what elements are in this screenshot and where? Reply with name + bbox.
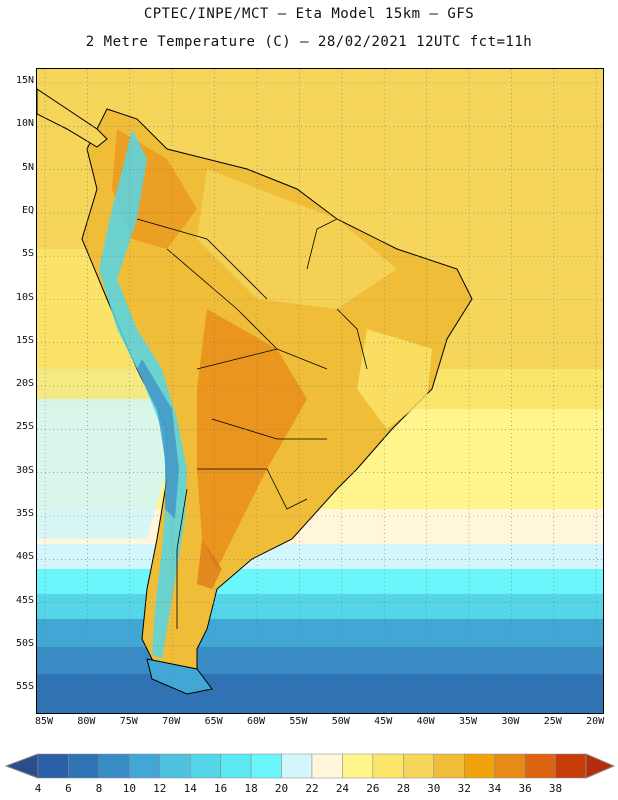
lat-label: 25S bbox=[15, 421, 34, 433]
colorbar-tick-label: 18 bbox=[244, 782, 258, 795]
lat-label: 5S bbox=[21, 248, 34, 260]
colorbar bbox=[4, 753, 616, 779]
lon-label: 45W bbox=[374, 716, 393, 727]
colorbar-tick-label: 8 bbox=[95, 782, 103, 795]
band-cold-3 bbox=[37, 619, 603, 649]
colorbar-swatch bbox=[463, 753, 495, 779]
colorbar-tick-label: 28 bbox=[396, 782, 410, 795]
colorbar-tick-label: 16 bbox=[214, 782, 228, 795]
colorbar-swatch bbox=[494, 753, 526, 779]
colorbar-tick-label: 34 bbox=[488, 782, 502, 795]
lat-label: 10S bbox=[15, 291, 34, 303]
colorbar-tick-label: 12 bbox=[153, 782, 167, 795]
country-borders bbox=[136, 218, 368, 629]
amazon-mild bbox=[197, 169, 397, 309]
lat-label: 35S bbox=[15, 508, 34, 519]
colorbar-tick-label: 20 bbox=[274, 782, 289, 795]
lat-label: 15N bbox=[15, 75, 34, 86]
colorbar-tick-label: 4 bbox=[34, 782, 42, 795]
colorbar-swatch bbox=[311, 753, 343, 779]
lat-label: 45S bbox=[15, 594, 34, 606]
lat-label: 40S bbox=[15, 551, 34, 563]
lon-label: 80W bbox=[77, 716, 96, 727]
header-line-1: CPTEC/INPE/MCT – Eta Model 15km – GFS bbox=[143, 6, 475, 22]
lon-label: 25W bbox=[543, 716, 562, 727]
lon-label: 85W bbox=[34, 716, 54, 727]
lon-label: 55W bbox=[289, 716, 308, 727]
colorbar-swatch bbox=[98, 753, 130, 779]
colorbar-swatch bbox=[281, 753, 313, 779]
colorbar-swatch bbox=[524, 753, 556, 779]
lat-lon-grid bbox=[37, 69, 603, 713]
colorbar-tick-label: 24 bbox=[335, 782, 350, 795]
colorbar-tick-label: 22 bbox=[305, 782, 319, 795]
colorbar-tick-label: 26 bbox=[366, 782, 380, 795]
lon-label: 60W bbox=[246, 716, 266, 727]
colorbar-under-arrow bbox=[4, 753, 39, 779]
colorbar-over-arrow bbox=[585, 753, 616, 779]
lat-label: 30S bbox=[15, 464, 34, 476]
colorbar-tick-label: 10 bbox=[122, 782, 136, 795]
band-cold-4 bbox=[37, 647, 603, 677]
colorbar-tick-label: 30 bbox=[427, 782, 441, 795]
lon-label: 30W bbox=[501, 716, 520, 727]
lon-label: 50W bbox=[331, 716, 350, 727]
andes-cool bbox=[99, 129, 187, 659]
colorbar-swatch bbox=[68, 753, 100, 779]
header-line-2: 2 Metre Temperature (C) – 28/02/2021 12U… bbox=[85, 34, 533, 50]
colorbar-swatch bbox=[250, 753, 282, 779]
colorbar-tick-label: 32 bbox=[457, 782, 471, 795]
interior-hot bbox=[197, 309, 307, 569]
colorbar-swatch bbox=[342, 753, 374, 779]
colorbar-swatch bbox=[129, 753, 161, 779]
temperature-map bbox=[37, 69, 603, 713]
colorbar-tick-label: 14 bbox=[183, 782, 197, 795]
central-america bbox=[37, 88, 108, 148]
lon-label: 20W bbox=[586, 716, 605, 727]
colorbar-swatch bbox=[555, 753, 587, 779]
lon-label: 70W bbox=[162, 716, 181, 727]
tierra-del-fuego bbox=[146, 658, 213, 695]
lat-label: EQ bbox=[21, 204, 34, 216]
lat-label: 10N bbox=[15, 118, 34, 130]
lon-label: 65W bbox=[204, 716, 223, 727]
lat-label: 55S bbox=[15, 681, 34, 693]
colorbar-swatch bbox=[159, 753, 191, 779]
lon-label: 40W bbox=[416, 716, 435, 727]
east-coast-mild bbox=[357, 329, 432, 429]
lon-label: 75W bbox=[119, 716, 138, 727]
lon-label: 35W bbox=[458, 716, 478, 727]
lat-label: 15S bbox=[15, 334, 34, 346]
pacific-cool-tongue bbox=[37, 369, 167, 539]
lat-label: 50S bbox=[15, 637, 34, 649]
colorbar-tick-label: 36 bbox=[518, 782, 532, 795]
andes-core bbox=[137, 359, 179, 519]
lat-label: 5N bbox=[21, 161, 34, 173]
colorbar-swatch bbox=[403, 753, 435, 779]
colorbar-swatch bbox=[189, 753, 221, 779]
colorbar-tick-label: 38 bbox=[548, 782, 563, 795]
map-frame bbox=[36, 68, 604, 714]
colorbar-swatch bbox=[433, 753, 465, 779]
lat-label: 20S bbox=[15, 378, 34, 390]
patagonia-hot bbox=[197, 539, 222, 589]
colorbar-swatch bbox=[372, 753, 404, 779]
colorbar-swatch bbox=[220, 753, 252, 779]
band-cold-5 bbox=[37, 674, 603, 713]
colorbar-swatch bbox=[37, 753, 69, 779]
colorbar-tick-label: 6 bbox=[65, 782, 72, 795]
